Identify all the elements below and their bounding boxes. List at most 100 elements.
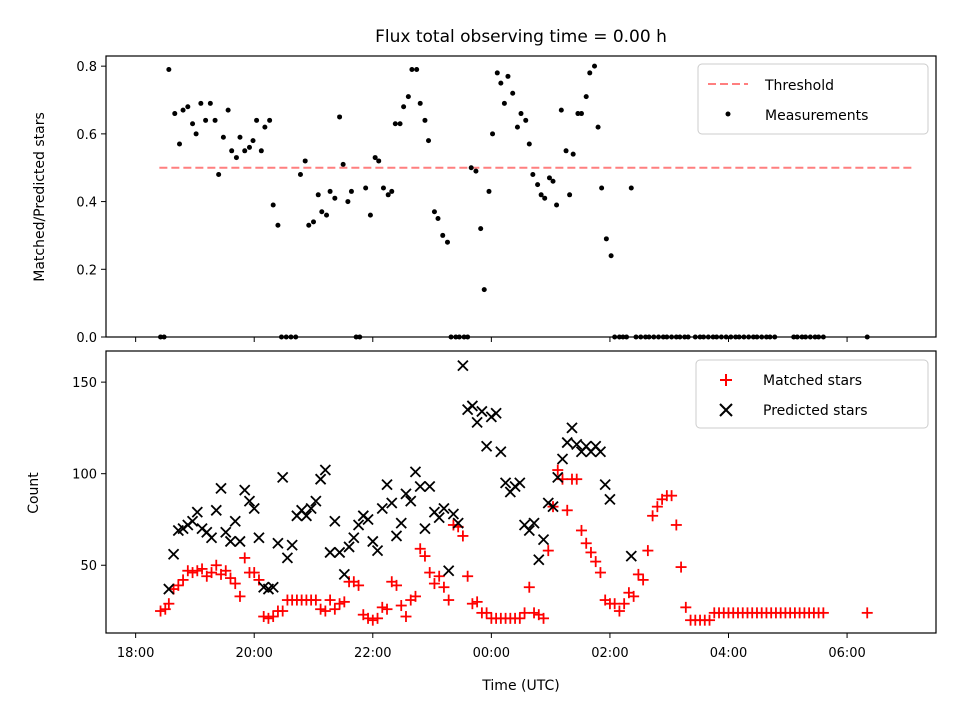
measurement-point	[340, 161, 346, 167]
measurement-point	[417, 100, 423, 106]
top-x-axis	[135, 337, 848, 342]
measurement-point	[392, 121, 398, 127]
measurement-point	[258, 148, 264, 154]
matched-star-marker	[538, 612, 550, 624]
predicted-star-marker	[253, 532, 265, 544]
matched-star-marker	[277, 605, 289, 617]
measurement-point	[473, 168, 479, 174]
measurement-point	[478, 226, 484, 232]
measurement-point	[608, 253, 614, 259]
top-y-tick-label: 0.0	[76, 331, 97, 346]
matched-star-marker	[471, 596, 483, 608]
predicted-star-marker	[248, 502, 260, 515]
measurement-point	[297, 171, 303, 177]
chart-title: Flux total observing time = 0.00 h	[375, 27, 667, 47]
measurement-point	[468, 165, 474, 171]
measurement-point	[444, 239, 450, 245]
predicted-star-marker	[390, 530, 403, 542]
matched-star-marker	[481, 607, 493, 619]
measurement-point	[526, 141, 532, 147]
legend-measurements-label: Measurements	[765, 108, 868, 124]
matched-star-marker	[704, 614, 716, 626]
bottom-x-axis-label: Time (UTC)	[481, 678, 559, 694]
legend-matched-swatch	[720, 374, 732, 386]
bottom-panel: 50 100 150 18:00 20:00 22:00 00:00 02:00 04:00 0…	[26, 350, 937, 694]
measurement-point	[302, 158, 308, 164]
matched-star-marker	[519, 607, 531, 619]
predicted-star-marker	[625, 550, 637, 562]
predicted-star-marker	[305, 502, 317, 515]
matched-star-marker	[552, 464, 564, 476]
top-y-axis-label: Matched/Predicted stars	[32, 112, 48, 282]
measurement-point	[242, 148, 248, 154]
predicted-star-marker	[371, 544, 384, 557]
predicted-star-marker	[604, 493, 616, 505]
matched-star-marker	[381, 603, 393, 615]
predicted-star-marker	[277, 471, 289, 483]
measurement-point	[440, 232, 446, 238]
predicted-star-marker	[329, 515, 341, 527]
matched-star-marker	[647, 510, 659, 522]
measurement-point	[426, 138, 432, 144]
measurement-point	[380, 185, 386, 191]
bottom-x-tick-label: 22:00	[354, 646, 391, 661]
measurement-point	[363, 185, 369, 191]
measurement-point	[505, 73, 511, 79]
matched-star-marker	[632, 568, 644, 580]
matched-star-marker	[642, 545, 654, 557]
matched-star-marker	[428, 578, 440, 590]
matched-star-marker	[542, 545, 554, 557]
predicted-star-marker	[310, 495, 322, 507]
measurement-point	[603, 236, 609, 242]
measurement-point	[535, 182, 541, 188]
measurement-point	[510, 90, 516, 96]
top-y-axis: 0.0 0.2 0.4 0.6 0.8	[76, 60, 106, 346]
measurement-point	[435, 216, 441, 222]
matched-star-marker	[618, 598, 630, 610]
matched-star-marker	[400, 611, 412, 623]
predicted-star-marker	[566, 422, 578, 434]
matched-star-marker	[324, 594, 336, 606]
measurement-point	[166, 67, 172, 73]
measurement-point	[628, 185, 634, 191]
matched-star-marker	[367, 614, 379, 626]
measurement-point	[332, 195, 338, 201]
predicted-star-marker	[352, 519, 365, 531]
measurement-point	[172, 111, 178, 117]
measurement-point	[592, 63, 598, 69]
top-axes-frame	[105, 55, 937, 338]
legend-measurements-swatch	[725, 111, 731, 117]
measurement-point	[185, 104, 191, 110]
matched-star-marker	[433, 570, 445, 582]
predicted-star-marker	[547, 501, 559, 513]
measurement-point	[180, 107, 186, 113]
matched-star-marker	[457, 530, 469, 542]
matched-star-marker	[187, 567, 199, 579]
measurement-point	[229, 148, 235, 154]
matched-star-marker	[258, 611, 270, 623]
predicted-star-marker	[556, 453, 569, 465]
measurement-point	[225, 107, 231, 113]
matched-star-marker	[580, 537, 592, 549]
matched-star-marker	[372, 612, 384, 624]
predicted-star-marker	[424, 480, 436, 493]
matched-star-marker	[585, 546, 597, 558]
predicted-star-marker	[471, 416, 483, 429]
matched-star-marker	[329, 603, 341, 615]
measurement-point	[501, 100, 507, 106]
predicted-star-marker	[362, 513, 374, 526]
predicted-star-marker	[381, 479, 393, 491]
measurement-point	[514, 124, 520, 130]
predicted-star-marker	[281, 552, 294, 564]
measurement-point	[220, 134, 226, 140]
matched-star-marker	[419, 550, 431, 562]
measurement-point	[327, 188, 333, 194]
predicted-star-marker	[480, 440, 493, 452]
predicted-star-marker	[414, 480, 426, 493]
measurement-point	[558, 107, 564, 113]
legend-threshold-label: Threshold	[764, 78, 834, 94]
predicted-star-marker	[267, 581, 279, 593]
measurement-point	[212, 117, 218, 123]
bottom-y-tick-label: 100	[72, 468, 97, 483]
